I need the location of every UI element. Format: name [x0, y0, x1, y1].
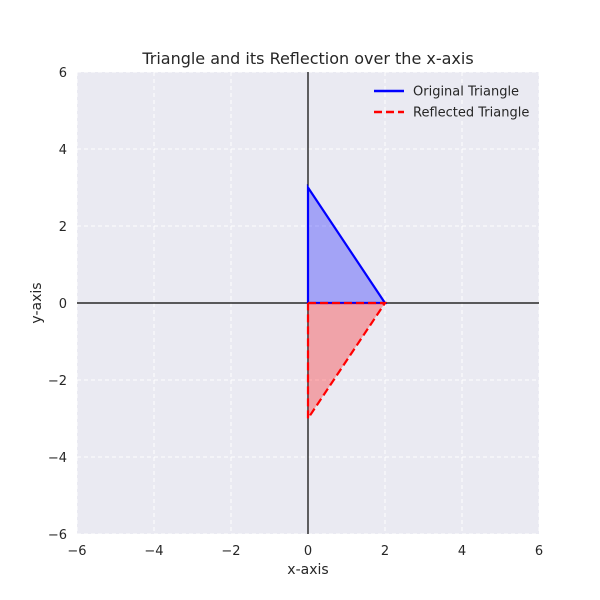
legend-label-0: Original Triangle: [413, 85, 519, 100]
x-tick-label: −2: [221, 544, 240, 559]
y-tick-label: 0: [59, 297, 67, 312]
y-tick-label: 6: [59, 66, 67, 81]
legend: Original Triangle Reflected Triangle: [374, 85, 529, 121]
y-tick-label: 4: [59, 143, 67, 158]
y-tick-label: −6: [48, 528, 67, 543]
y-tick-label: 2: [59, 220, 67, 235]
chart-title: Triangle and its Reflection over the x-a…: [141, 49, 473, 68]
legend-label-1: Reflected Triangle: [413, 106, 529, 121]
x-tick-label: 6: [535, 544, 543, 559]
series-layer: [306, 183, 388, 423]
y-axis-label: y-axis: [29, 282, 45, 323]
y-tick-label: −4: [48, 451, 67, 466]
x-axis-label: x-axis: [287, 562, 328, 578]
x-tick-label: 2: [381, 544, 389, 559]
x-tick-label: −6: [67, 544, 86, 559]
x-tick-label: 4: [458, 544, 466, 559]
y-tick-label: −2: [48, 374, 67, 389]
series-1-line: [306, 301, 388, 423]
x-tick-label: −4: [144, 544, 163, 559]
x-tick-label: 0: [304, 544, 312, 559]
tick-labels: −6 −4 −2 0 2 4 6 −6 −4 −2 0 2 4 6: [48, 66, 543, 559]
